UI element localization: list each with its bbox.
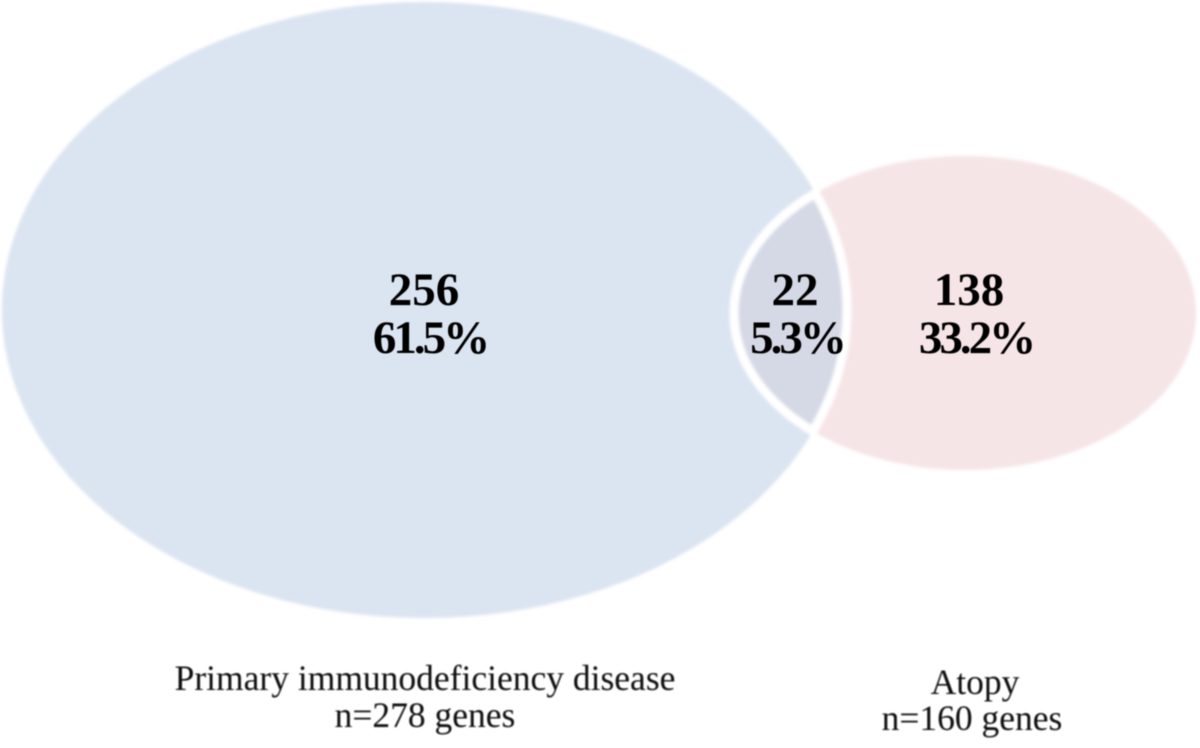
svg-text:22: 22 [772,264,819,316]
svg-text:5.3%: 5.3% [750,312,844,364]
svg-text:61.5%: 61.5% [373,312,487,364]
svg-text:Atopy: Atopy [931,662,1020,702]
svg-text:Primary immunodeficiency disea: Primary immunodeficiency disease [175,658,676,698]
svg-text:138: 138 [934,264,1005,316]
svg-text:33.2%: 33.2% [919,312,1033,364]
svg-text:n=278 genes: n=278 genes [335,695,516,735]
svg-text:256: 256 [389,264,460,316]
svg-text:n=160 genes: n=160 genes [882,698,1063,738]
